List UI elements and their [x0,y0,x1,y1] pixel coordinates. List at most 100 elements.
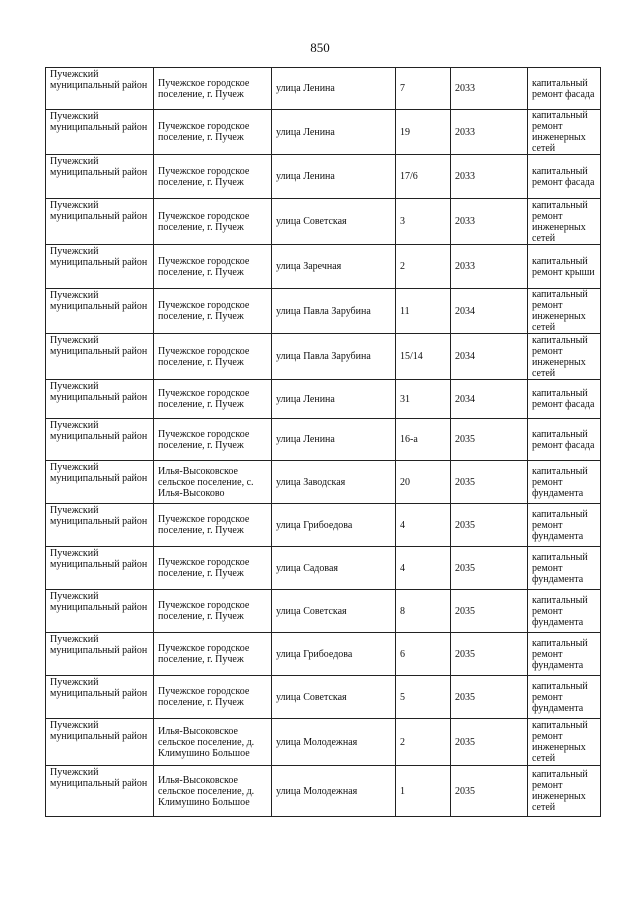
cell-work-type: капитальный ремонт инженерных сетей [527,198,601,245]
cell-district: Пучежский муниципальный район [45,765,154,817]
cell-year: 2034 [450,288,528,334]
cell-street: улица Советская [271,675,396,719]
cell-settlement: Илья-Высоковское сельское поселение, д. … [153,718,272,766]
cell-district: Пучежский муниципальный район [45,632,154,676]
cell-work-type: капитальный ремонт фундамента [527,632,601,676]
cell-work-type: капитальный ремонт инженерных сетей [527,333,601,380]
cell-street: улица Садовая [271,546,396,590]
cell-district: Пучежский муниципальный район [45,503,154,547]
cell-district: Пучежский муниципальный район [45,546,154,590]
cell-district: Пучежский муниципальный район [45,460,154,504]
cell-house-number: 19 [395,109,451,155]
cell-settlement: Пучежское городское поселение, г. Пучеж [153,546,272,590]
cell-year: 2035 [450,675,528,719]
table-row: Пучежский муниципальный район Пучежское г… [45,288,601,334]
cell-house-number: 1 [395,765,451,817]
cell-street: улица Советская [271,589,396,633]
cell-district: Пучежский муниципальный район [45,379,154,419]
table-row: Пучежский муниципальный район Пучежское г… [45,67,601,110]
cell-street: улица Советская [271,198,396,245]
cell-year: 2033 [450,244,528,289]
cell-settlement: Пучежское городское поселение, г. Пучеж [153,244,272,289]
table-row: Пучежский муниципальный район Пучежское г… [45,333,601,380]
table-row: Пучежский муниципальный район Пучежское г… [45,589,601,633]
cell-work-type: капитальный ремонт крыши [527,244,601,289]
cell-settlement: Пучежское городское поселение, г. Пучеж [153,333,272,380]
cell-work-type: капитальный ремонт фасада [527,154,601,199]
cell-work-type: капитальный ремонт инженерных сетей [527,109,601,155]
cell-district: Пучежский муниципальный район [45,675,154,719]
cell-year: 2035 [450,718,528,766]
cell-house-number: 4 [395,546,451,590]
cell-house-number: 3 [395,198,451,245]
cell-district: Пучежский муниципальный район [45,718,154,766]
cell-street: улица Ленина [271,109,396,155]
cell-district: Пучежский муниципальный район [45,333,154,380]
table-row: Пучежский муниципальный район Пучежское г… [45,418,601,461]
cell-settlement: Пучежское городское поселение, г. Пучеж [153,418,272,461]
cell-work-type: капитальный ремонт фасада [527,379,601,419]
cell-year: 2035 [450,418,528,461]
page-number: 850 [310,40,330,55]
table-row: Пучежский муниципальный район Пучежское г… [45,675,601,719]
cell-street: улица Молодежная [271,718,396,766]
cell-year: 2034 [450,333,528,380]
table-row: Пучежский муниципальный район Пучежское г… [45,244,601,289]
cell-street: улица Ленина [271,67,396,110]
cell-street: улица Заречная [271,244,396,289]
cell-district: Пучежский муниципальный район [45,198,154,245]
cell-house-number: 4 [395,503,451,547]
cell-settlement: Пучежское городское поселение, г. Пучеж [153,67,272,110]
cell-settlement: Пучежское городское поселение, г. Пучеж [153,503,272,547]
cell-work-type: капитальный ремонт инженерных сетей [527,765,601,817]
table-row: Пучежский муниципальный район Пучежское г… [45,546,601,590]
cell-year: 2035 [450,765,528,817]
cell-settlement: Пучежское городское поселение, г. Пучеж [153,379,272,419]
cell-settlement: Пучежское городское поселение, г. Пучеж [153,109,272,155]
cell-house-number: 8 [395,589,451,633]
cell-district: Пучежский муниципальный район [45,154,154,199]
cell-work-type: капитальный ремонт фундамента [527,546,601,590]
cell-work-type: капитальный ремонт фундамента [527,589,601,633]
cell-district: Пучежский муниципальный район [45,589,154,633]
cell-year: 2033 [450,154,528,199]
cell-year: 2033 [450,109,528,155]
table-row: Пучежский муниципальный район Илья-Высоко… [45,718,601,766]
cell-street: улица Грибоедова [271,503,396,547]
cell-settlement: Илья-Высоковское сельское поселение, с. … [153,460,272,504]
cell-street: улица Павла Зарубина [271,288,396,334]
cell-house-number: 20 [395,460,451,504]
cell-year: 2035 [450,589,528,633]
cell-house-number: 5 [395,675,451,719]
cell-street: улица Ленина [271,418,396,461]
cell-house-number: 16-а [395,418,451,461]
cell-year: 2035 [450,546,528,590]
cell-work-type: капитальный ремонт инженерных сетей [527,288,601,334]
table-row: Пучежский муниципальный район Пучежское г… [45,632,601,676]
cell-year: 2033 [450,67,528,110]
cell-settlement: Пучежское городское поселение, г. Пучеж [153,589,272,633]
table-row: Пучежский муниципальный район Пучежское г… [45,198,601,245]
cell-district: Пучежский муниципальный район [45,109,154,155]
cell-house-number: 6 [395,632,451,676]
cell-settlement: Пучежское городское поселение, г. Пучеж [153,632,272,676]
data-table: Пучежский муниципальный район Пучежское г… [45,67,601,817]
cell-year: 2034 [450,379,528,419]
cell-house-number: 11 [395,288,451,334]
table-row: Пучежский муниципальный район Илья-Высоко… [45,765,601,817]
cell-street: улица Павла Зарубина [271,333,396,380]
cell-street: улица Ленина [271,154,396,199]
table-row: Пучежский муниципальный район Илья-Высоко… [45,460,601,504]
cell-work-type: капитальный ремонт фундамента [527,675,601,719]
cell-district: Пучежский муниципальный район [45,67,154,110]
cell-year: 2035 [450,632,528,676]
cell-year: 2033 [450,198,528,245]
table-row: Пучежский муниципальный район Пучежское г… [45,154,601,199]
cell-district: Пучежский муниципальный район [45,418,154,461]
cell-street: улица Грибоедова [271,632,396,676]
cell-work-type: капитальный ремонт фундамента [527,460,601,504]
cell-settlement: Пучежское городское поселение, г. Пучеж [153,154,272,199]
cell-district: Пучежский муниципальный район [45,244,154,289]
cell-settlement: Пучежское городское поселение, г. Пучеж [153,675,272,719]
cell-house-number: 31 [395,379,451,419]
